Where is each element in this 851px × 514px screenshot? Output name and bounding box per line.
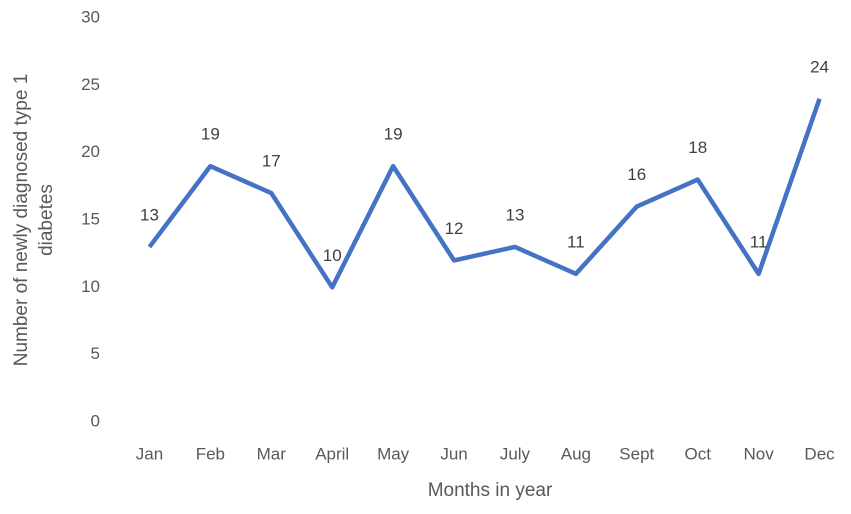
x-tick-label: Sept: [619, 444, 654, 463]
x-tick-label: July: [500, 444, 531, 463]
x-tick-label: May: [377, 444, 410, 463]
x-tick-label: Jun: [440, 444, 467, 463]
y-tick-label: 5: [91, 344, 100, 363]
data-label: 18: [688, 138, 707, 157]
x-tick-label: Oct: [684, 444, 711, 463]
y-axis-title: Number of newly diagnosed type 1 diabete…: [11, 74, 57, 367]
x-tick-label: April: [315, 444, 349, 463]
y-axis-title-line: Number of newly diagnosed type 1: [11, 74, 32, 367]
data-label: 17: [262, 152, 281, 171]
data-label: 19: [384, 125, 403, 144]
data-label: 10: [323, 246, 342, 265]
y-tick-label: 30: [81, 7, 100, 26]
y-tick-label: 0: [91, 411, 100, 430]
data-label: 11: [750, 232, 768, 251]
x-tick-label: Mar: [257, 444, 287, 463]
y-tick-label: 10: [81, 277, 100, 296]
x-tick-label: Aug: [561, 444, 591, 463]
data-label: 16: [627, 165, 646, 184]
x-axis-title: Months in year: [428, 480, 553, 501]
data-label: 13: [505, 205, 524, 224]
data-label: 19: [201, 125, 220, 144]
data-line: [147, 98, 822, 290]
x-tick-label: Feb: [196, 444, 225, 463]
x-tick-label: Dec: [804, 444, 835, 463]
y-axis-title-line: diabetes: [36, 184, 57, 256]
y-tick-label: 15: [81, 209, 100, 228]
x-tick-label: Jan: [136, 444, 163, 463]
y-tick-label: 25: [81, 75, 100, 94]
y-tick-label: 20: [81, 142, 100, 161]
data-label: 11: [567, 232, 585, 251]
x-tick-label: Nov: [744, 444, 775, 463]
data-label: 24: [810, 57, 829, 76]
data-label: 12: [445, 219, 464, 238]
data-label: 13: [140, 205, 159, 224]
